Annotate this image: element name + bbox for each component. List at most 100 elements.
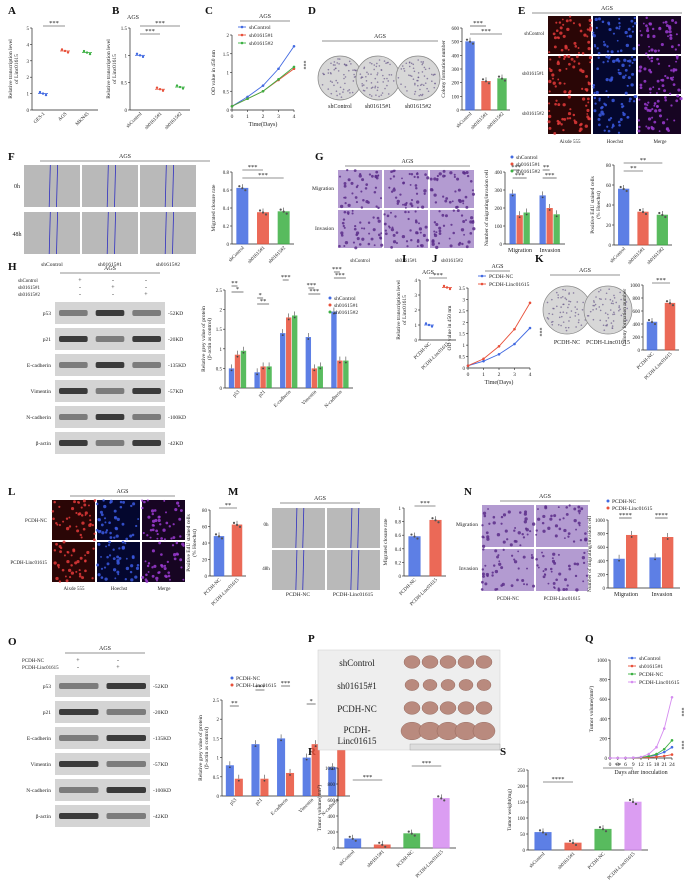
cell-dot [549,58,552,61]
cell-dot [573,120,578,125]
cell-dot [494,569,499,574]
y-tick-label: 100 [495,225,503,230]
significance-label: **** [552,776,565,783]
cell-dot [643,79,647,83]
cell-dot [482,574,485,578]
cell-dot [597,56,600,59]
cell-dot [618,25,621,28]
data-point [416,537,419,540]
colony [370,95,373,97]
data-point [661,213,664,217]
blot-mw-label: -100KD [168,415,186,421]
grouped-bars-H: p53***p21***E-cadherin***Vimentin******N… [228,266,358,409]
cell-dot [500,566,504,570]
cell-dot [586,28,589,31]
cell-dot [168,578,171,581]
cell-dot [558,572,562,576]
cell-dot [407,211,410,214]
cell-dot [668,64,671,67]
cell-dot [465,245,469,249]
y-axis-label: OD value in 450 nm [211,49,217,95]
cell-dot [82,527,86,531]
wound-edge [350,549,353,591]
colony [384,87,386,90]
cell-dot [646,35,650,39]
x-tick-label: shControl [610,246,628,264]
colony [343,77,345,80]
cell-dot [565,587,568,591]
cell-dot [529,530,532,533]
cell-dot [342,224,345,228]
cell-dot [657,49,660,52]
cell-dot [124,542,127,545]
colony [410,75,413,77]
cell-dot [663,89,667,93]
y-tick-label: 5 [27,27,30,32]
cell-dot [671,78,674,81]
cell-dot [408,172,411,176]
cell-dot [141,575,145,579]
colony [327,72,330,74]
cell-dot [384,229,387,232]
cell-dot [423,192,426,195]
cell-dot [567,95,572,99]
colony [342,91,344,93]
cell-dot [104,577,108,581]
cell-dot [671,18,675,22]
cell-dot [573,562,577,566]
cell-dot [53,500,56,504]
x-tick-label: shControl [126,111,144,129]
x-tick-label: Migration [508,248,532,254]
x-axis-label: Time(Days) [485,379,514,386]
series-point [292,44,296,48]
cell-dot [97,518,102,522]
panel-letter-C: C [205,5,213,17]
cell-dot [513,539,517,543]
cell-dot [58,545,62,548]
data-point [314,745,317,748]
colony [397,76,400,79]
wound-tile [82,211,138,255]
cell-dot [616,57,620,61]
cell-dot [116,517,120,522]
cell-dot [544,506,548,510]
cell-dot [182,544,185,547]
cell-dot [577,509,581,513]
cell-dot [481,524,484,527]
series-point [608,756,612,760]
blot-band [132,310,161,316]
blot-strip [55,727,150,749]
cell-dot [424,225,428,229]
cell-dot [151,574,155,578]
bar [328,767,337,796]
data-point [666,538,669,540]
cell-dot [118,547,121,550]
cell-dot [583,33,587,37]
cell-dot [648,49,651,53]
colony [612,320,615,322]
x-tick-label: 0 [609,762,612,768]
cell-dot [454,190,457,193]
significance-label: *** [255,684,265,691]
data-point [601,828,605,831]
cell-dot [59,550,62,554]
cell-dot [373,191,377,194]
bar [260,366,266,388]
cell-dot [577,47,580,49]
data-point [339,361,341,364]
y-axis-label: Number of migrating/invasion cell [586,515,593,592]
y-tick-label: 0.8 [223,171,230,176]
colony [417,72,420,74]
cell-dot [108,521,111,525]
y-tick-label: 1000 [597,659,608,664]
colony [431,80,433,83]
cell-dot [402,203,404,206]
cell-dot [563,82,566,85]
cell-dot [340,231,344,235]
cell-dot [557,506,560,509]
cell-dot [630,19,634,23]
colony [336,62,339,64]
data-point [348,835,351,838]
cell-dot [438,232,442,236]
